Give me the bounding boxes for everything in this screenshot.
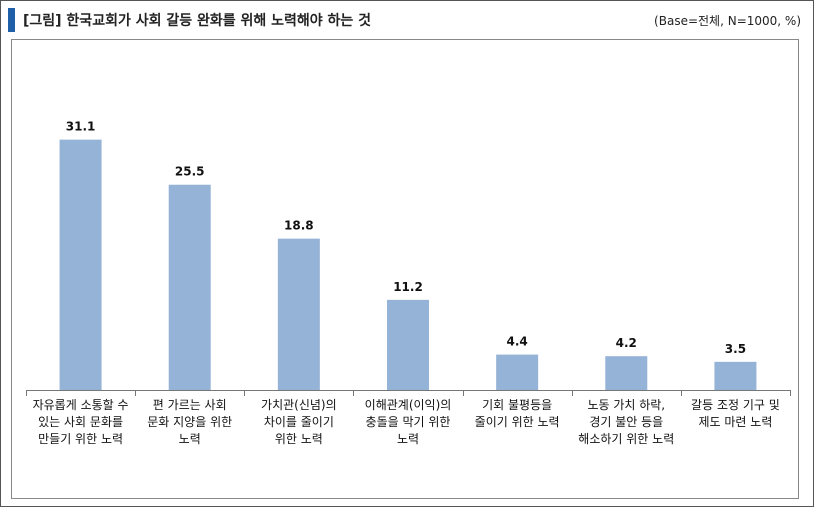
- bar: [168, 184, 211, 390]
- bar: [605, 356, 648, 390]
- category-label: 있는 사회 문화를: [38, 415, 123, 429]
- bar: [496, 354, 539, 390]
- category-label: 자유롭게 소통할 수: [33, 398, 129, 412]
- data-label: 3.5: [725, 342, 746, 356]
- category-label: 차이를 줄이기: [264, 415, 334, 429]
- category-label: 갈등 조정 기구 및: [691, 398, 780, 412]
- bar: [59, 139, 102, 390]
- category-label: 위한 노력: [275, 432, 323, 446]
- category-label: 기회 불평등을: [482, 398, 552, 412]
- category-label: 편 가르는 사회: [153, 398, 227, 412]
- bar: [277, 238, 320, 390]
- bar: [714, 361, 757, 390]
- category-label: 경기 불안 등을: [589, 415, 663, 429]
- data-label: 25.5: [175, 165, 205, 179]
- category-label: 노력: [397, 432, 419, 446]
- category-label: 노력: [179, 432, 201, 446]
- category-label: 줄이기 위한 노력: [475, 415, 560, 429]
- category-label: 충돌을 막기 위한: [366, 415, 451, 429]
- category-label: 제도 마련 노력: [698, 415, 772, 429]
- category-label: 해소하기 위한 노력: [578, 432, 674, 446]
- category-label: 만들기 위한 노력: [38, 432, 123, 446]
- category-label: 가치관(신념)의: [261, 398, 337, 412]
- data-label: 4.2: [616, 336, 637, 350]
- category-label: 이해관계(이익)의: [365, 398, 452, 412]
- category-label: 노동 가치 하락,: [587, 398, 665, 412]
- data-label: 31.1: [66, 120, 96, 134]
- base-note: (Base=전체, N=1000, %): [654, 14, 801, 28]
- title-accent-bar: [8, 8, 15, 32]
- data-label: 18.8: [284, 219, 314, 233]
- category-label: 문화 지양을 위한: [147, 415, 232, 429]
- title-bar: [그림] 한국교회가 사회 갈등 완화를 위해 노력해야 하는 것 (Base=…: [1, 1, 813, 39]
- data-label: 11.2: [393, 280, 423, 294]
- bar: [387, 299, 429, 390]
- data-label: 4.4: [507, 335, 528, 349]
- figure-title: [그림] 한국교회가 사회 갈등 완화를 위해 노력해야 하는 것: [23, 13, 372, 29]
